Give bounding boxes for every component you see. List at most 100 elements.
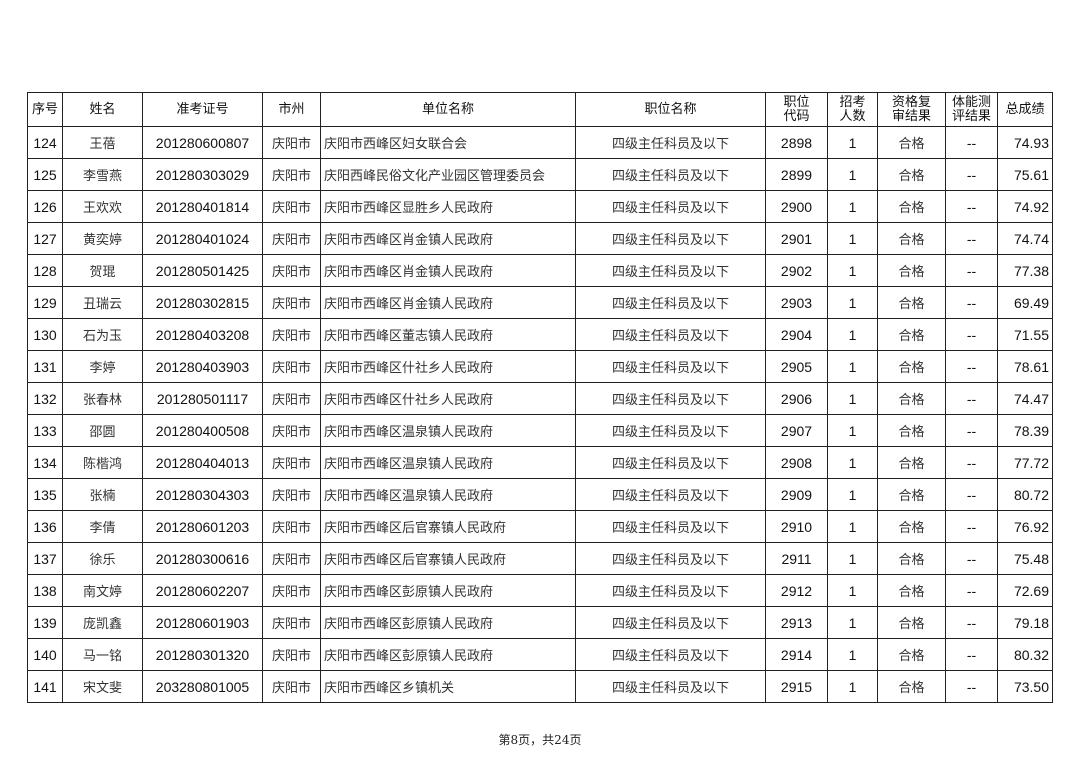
cell-position-code: 2915 (765, 670, 828, 703)
cell-total-score: 77.38 (997, 254, 1053, 287)
cell-unit-name: 庆阳市西峰区温泉镇人民政府 (320, 446, 576, 479)
cell-name: 李倩 (62, 510, 143, 543)
cell-name: 王欢欢 (62, 190, 143, 223)
cell-fitness-result: -- (945, 414, 998, 447)
cell-name: 李婷 (62, 350, 143, 383)
table-row: 139 庞凯鑫 201280601903 庆阳市 庆阳市西峰区彭原镇人民政府 四级主任科员… (27, 606, 1053, 639)
cell-serial: 130 (27, 318, 63, 351)
cell-unit-name: 庆阳市西峰区肖金镇人民政府 (320, 286, 576, 319)
cell-position-code: 2904 (765, 318, 828, 351)
cell-exam-id: 201280301320 (142, 638, 263, 671)
cell-qualification-result: 合格 (877, 542, 946, 575)
cell-qualification-result: 合格 (877, 478, 946, 511)
cell-total-score: 75.48 (997, 542, 1053, 575)
table-row: 141 宋文斐 203280801005 庆阳市 庆阳市西峰区乡镇机关 四级主任科员及以下… (27, 670, 1053, 703)
cell-city: 庆阳市 (262, 478, 321, 511)
cell-quota: 1 (827, 318, 878, 351)
cell-position-name: 四级主任科员及以下 (575, 510, 766, 543)
cell-exam-id: 201280304303 (142, 478, 263, 511)
cell-fitness-result: -- (945, 606, 998, 639)
cell-city: 庆阳市 (262, 254, 321, 287)
cell-qualification-result: 合格 (877, 158, 946, 191)
cell-city: 庆阳市 (262, 382, 321, 415)
cell-qualification-result: 合格 (877, 126, 946, 159)
cell-unit-name: 庆阳市西峰区后官寨镇人民政府 (320, 510, 576, 543)
cell-qualification-result: 合格 (877, 510, 946, 543)
table-row: 136 李倩 201280601203 庆阳市 庆阳市西峰区后官寨镇人民政府 四级主任科员… (27, 510, 1053, 543)
cell-total-score: 77.72 (997, 446, 1053, 479)
cell-name: 南文婷 (62, 574, 143, 607)
header-total-score: 总成绩 (997, 92, 1053, 127)
cell-quota: 1 (827, 542, 878, 575)
cell-qualification-result: 合格 (877, 606, 946, 639)
cell-city: 庆阳市 (262, 350, 321, 383)
cell-name: 陈楷鸿 (62, 446, 143, 479)
cell-exam-id: 201280601903 (142, 606, 263, 639)
table-row: 124 王蓓 201280600807 庆阳市 庆阳市西峰区妇女联合会 四级主任科员及以下… (27, 126, 1053, 159)
cell-fitness-result: -- (945, 574, 998, 607)
cell-city: 庆阳市 (262, 638, 321, 671)
cell-total-score: 74.92 (997, 190, 1053, 223)
cell-serial: 125 (27, 158, 63, 191)
cell-unit-name: 庆阳市西峰区彭原镇人民政府 (320, 606, 576, 639)
cell-total-score: 79.18 (997, 606, 1053, 639)
cell-position-name: 四级主任科员及以下 (575, 222, 766, 255)
cell-position-name: 四级主任科员及以下 (575, 542, 766, 575)
cell-exam-id: 201280404013 (142, 446, 263, 479)
cell-exam-id: 201280300616 (142, 542, 263, 575)
cell-city: 庆阳市 (262, 158, 321, 191)
cell-quota: 1 (827, 350, 878, 383)
table-row: 137 徐乐 201280300616 庆阳市 庆阳市西峰区后官寨镇人民政府 四级主任科员… (27, 542, 1053, 575)
cell-quota: 1 (827, 158, 878, 191)
cell-serial: 136 (27, 510, 63, 543)
cell-quota: 1 (827, 670, 878, 703)
cell-fitness-result: -- (945, 350, 998, 383)
cell-city: 庆阳市 (262, 126, 321, 159)
header-name: 姓名 (62, 92, 143, 127)
cell-unit-name: 庆阳市西峰区妇女联合会 (320, 126, 576, 159)
cell-unit-name: 庆阳市西峰区什社乡人民政府 (320, 350, 576, 383)
cell-position-code: 2906 (765, 382, 828, 415)
cell-position-name: 四级主任科员及以下 (575, 158, 766, 191)
cell-fitness-result: -- (945, 446, 998, 479)
cell-serial: 129 (27, 286, 63, 319)
cell-quota: 1 (827, 286, 878, 319)
cell-qualification-result: 合格 (877, 670, 946, 703)
cell-qualification-result: 合格 (877, 190, 946, 223)
cell-position-code: 2903 (765, 286, 828, 319)
cell-city: 庆阳市 (262, 318, 321, 351)
cell-position-name: 四级主任科员及以下 (575, 670, 766, 703)
cell-total-score: 74.74 (997, 222, 1053, 255)
cell-position-code: 2901 (765, 222, 828, 255)
header-city: 市州 (262, 92, 321, 127)
cell-exam-id: 201280601203 (142, 510, 263, 543)
cell-position-code: 2908 (765, 446, 828, 479)
cell-city: 庆阳市 (262, 510, 321, 543)
cell-serial: 127 (27, 222, 63, 255)
cell-position-name: 四级主任科员及以下 (575, 414, 766, 447)
cell-quota: 1 (827, 382, 878, 415)
cell-fitness-result: -- (945, 126, 998, 159)
cell-unit-name: 庆阳市西峰区董志镇人民政府 (320, 318, 576, 351)
cell-qualification-result: 合格 (877, 382, 946, 415)
cell-qualification-result: 合格 (877, 414, 946, 447)
table-row: 126 王欢欢 201280401814 庆阳市 庆阳市西峰区显胜乡人民政府 四级主任科员… (27, 190, 1053, 223)
cell-exam-id: 201280501117 (142, 382, 263, 415)
table-row: 133 邵圆 201280400508 庆阳市 庆阳市西峰区温泉镇人民政府 四级主任科员及… (27, 414, 1053, 447)
cell-position-name: 四级主任科员及以下 (575, 574, 766, 607)
cell-city: 庆阳市 (262, 446, 321, 479)
cell-exam-id: 201280602207 (142, 574, 263, 607)
cell-city: 庆阳市 (262, 286, 321, 319)
cell-city: 庆阳市 (262, 222, 321, 255)
cell-position-code: 2912 (765, 574, 828, 607)
results-table: 序号 姓名 准考证号 市州 单位名称 职位名称 职位 代码 招考 人数 资格复 审结果 体能测 评… (27, 92, 1053, 703)
header-fitness-result: 体能测 评结果 (945, 92, 998, 127)
cell-fitness-result: -- (945, 382, 998, 415)
cell-exam-id: 201280401814 (142, 190, 263, 223)
cell-fitness-result: -- (945, 670, 998, 703)
cell-total-score: 76.92 (997, 510, 1053, 543)
cell-exam-id: 201280302815 (142, 286, 263, 319)
cell-position-name: 四级主任科员及以下 (575, 350, 766, 383)
cell-quota: 1 (827, 606, 878, 639)
table-row: 140 马一铭 201280301320 庆阳市 庆阳市西峰区彭原镇人民政府 四级主任科员… (27, 638, 1053, 671)
